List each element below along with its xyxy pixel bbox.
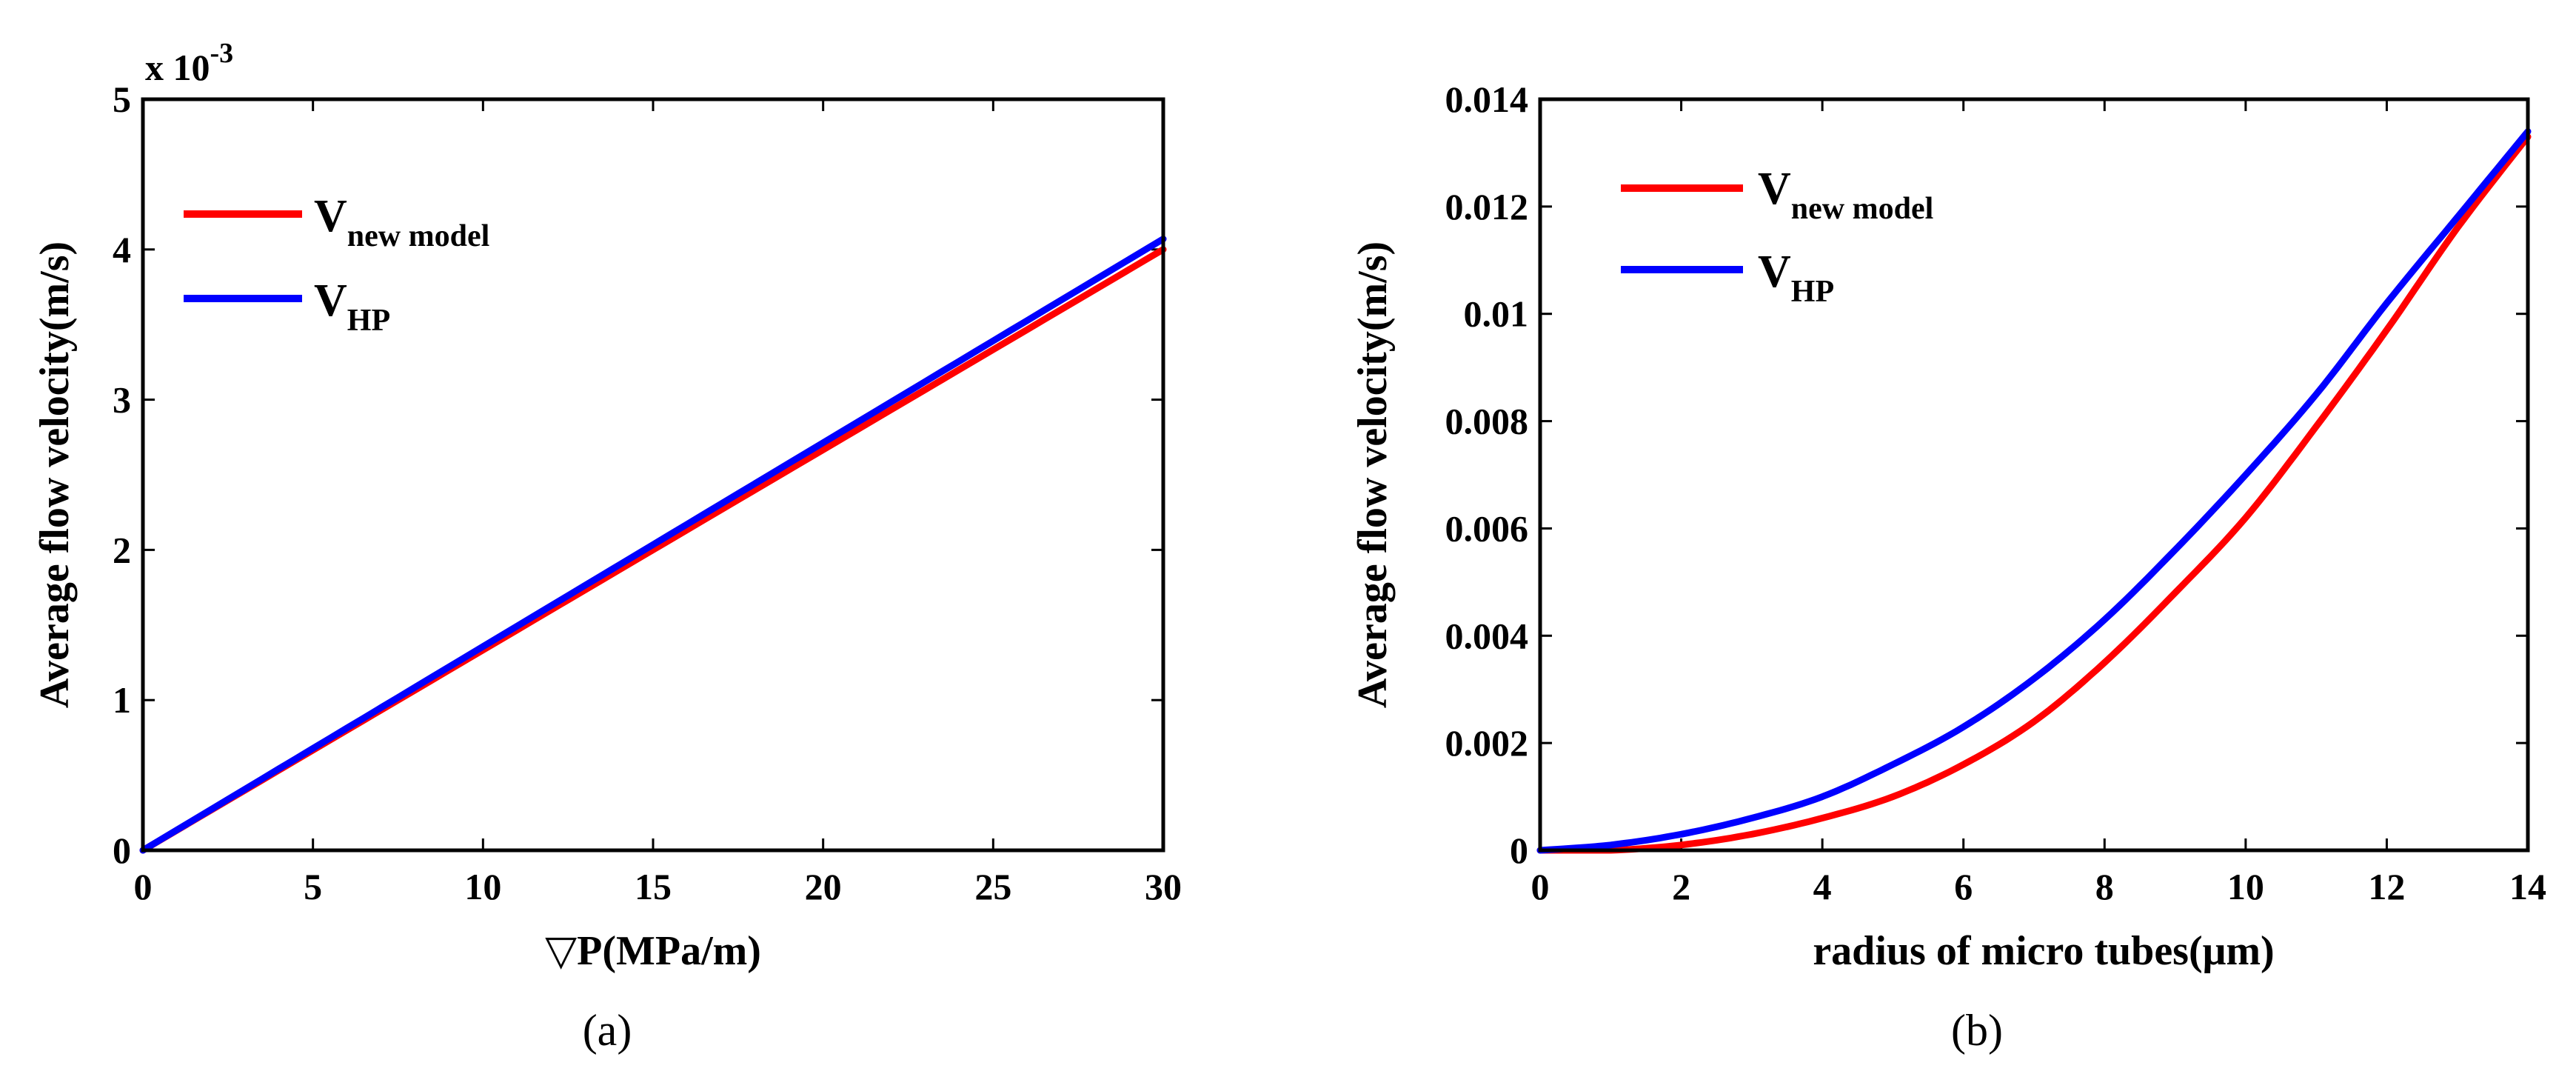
chart-b-legend-label-new-model: Vnew model	[1758, 164, 1933, 226]
chart-a-ylabel: Average flow velocity(m/s)	[32, 241, 78, 708]
chart-b-legend: Vnew model VHP	[1621, 164, 1933, 309]
chart-b-xtick-label: 2	[1672, 866, 1690, 907]
chart-b-xtick-label: 4	[1813, 866, 1832, 907]
chart-b-caption: (b)	[1951, 1006, 2003, 1055]
chart-a-xtick-label: 0	[134, 866, 153, 907]
chart-a-legend-label-hp: VHP	[314, 276, 390, 338]
chart-a-ytick-label: 3	[113, 379, 131, 421]
chart-b-ytick-label: 0.004	[1445, 615, 1529, 656]
chart-a-legend: Vnew model VHP	[184, 191, 489, 338]
chart-b-xtick-label: 0	[1531, 866, 1550, 907]
chart-b: 0 2 4 6 8 10 12 14 0 0.002 0.004 0.006 0.008 0.01 0.01…	[1350, 79, 2546, 1055]
chart-a: 0 5 10 15 20 25 30 0 1 2 3 4 5 x 10-3 Average flow v…	[32, 38, 1182, 1055]
chart-b-ytick-label: 0.006	[1445, 507, 1529, 549]
chart-a-ytick-label: 1	[113, 679, 131, 721]
chart-b-xtick-label: 10	[2227, 866, 2264, 907]
chart-a-xtick-label: 25	[974, 866, 1011, 907]
chart-a-ytick-label: 0	[113, 830, 131, 871]
chart-b-ylabel: Average flow velocity(m/s)	[1350, 241, 1396, 708]
chart-b-ytick-label: 0.014	[1445, 79, 1529, 120]
chart-b-frame	[1538, 97, 2530, 853]
chart-b-xtick-label: 6	[1954, 866, 1973, 907]
chart-b-ytick-label: 0.01	[1464, 293, 1529, 335]
chart-a-xtick-label: 10	[464, 866, 501, 907]
chart-a-xtick-label: 5	[304, 866, 322, 907]
chart-b-ytick-label: 0	[1510, 830, 1528, 871]
chart-a-caption: (a)	[583, 1006, 632, 1055]
chart-b-ytick-label: 0.002	[1445, 722, 1529, 764]
chart-a-ytick-label: 5	[113, 79, 131, 120]
chart-b-ytick-label: 0.012	[1445, 186, 1529, 227]
chart-a-xtick-label: 30	[1145, 866, 1182, 907]
chart-a-ytick-label: 2	[113, 529, 131, 570]
chart-b-xtick-label: 8	[2095, 866, 2114, 907]
chart-a-legend-label-new-model: Vnew model	[314, 191, 489, 253]
chart-a-frame	[141, 97, 1165, 853]
chart-b-legend-label-hp: VHP	[1758, 247, 1834, 309]
chart-b-xtick-label: 12	[2368, 866, 2405, 907]
chart-a-xtick-label: 15	[635, 866, 672, 907]
chart-b-ytick-label: 0.008	[1445, 401, 1529, 442]
chart-b-series-hp-line	[1536, 128, 2532, 854]
chart-b-xtick-label: 14	[2509, 866, 2546, 907]
chart-a-series-hp-line	[139, 236, 1167, 854]
chart-a-multiplier: x 10-3	[145, 38, 233, 88]
chart-b-series-new-model-line	[1536, 133, 2532, 854]
chart-b-xlabel: radius of micro tubes(μm)	[1813, 928, 2274, 974]
chart-a-ytick-label: 4	[113, 229, 131, 270]
chart-a-xlabel: ▽P(MPa/m)	[545, 928, 761, 974]
chart-a-xtick-label: 20	[805, 866, 842, 907]
